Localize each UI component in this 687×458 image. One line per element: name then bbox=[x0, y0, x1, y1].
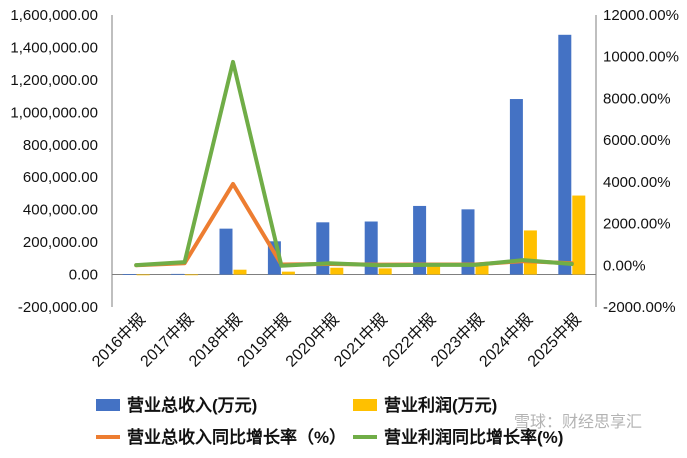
bar-revenue bbox=[364, 221, 378, 275]
left-tick-label: 0.00 bbox=[69, 267, 98, 284]
x-tick-label: 2025中报 bbox=[524, 310, 585, 371]
ticks-layer: -200,000.00 0.00 200,000.00 400,000.00 600,0… bbox=[10, 7, 679, 371]
bar-profit bbox=[233, 269, 247, 275]
legend-label: 营业利润同比增长率(%) bbox=[384, 427, 563, 447]
left-tick-label: 400,000.00 bbox=[23, 202, 98, 219]
bar-revenue bbox=[461, 209, 475, 275]
bar-profit bbox=[572, 195, 586, 275]
bar-profit bbox=[136, 274, 150, 276]
bar-profit bbox=[523, 230, 537, 275]
bar-revenue bbox=[558, 34, 572, 275]
bar-profit bbox=[330, 267, 344, 275]
right-tick-label: 4000.00% bbox=[603, 174, 671, 191]
bar-profit bbox=[185, 274, 199, 276]
left-tick-label: 1,000,000.00 bbox=[10, 104, 98, 121]
watermark-text: 雪球：财经思享汇 bbox=[514, 413, 642, 431]
bar-revenue bbox=[413, 205, 427, 275]
right-tick-label: 12000.00% bbox=[603, 7, 679, 24]
left-tick-label: 800,000.00 bbox=[23, 137, 98, 154]
right-tick-label: -2000.00% bbox=[603, 299, 676, 316]
left-tick-label: 1,400,000.00 bbox=[10, 39, 98, 56]
bar-profit bbox=[475, 264, 489, 275]
legend: 营业总收入(万元) 营业利润(万元) 营业总收入同比增长率（%） 营业利润同比增长率(… bbox=[96, 395, 563, 447]
right-tick-label: 0.00% bbox=[603, 257, 646, 274]
bar-revenue bbox=[316, 222, 330, 275]
left-tick-label: 600,000.00 bbox=[23, 169, 98, 186]
left-tick-label: 1,600,000.00 bbox=[10, 7, 98, 24]
bar-profit bbox=[427, 264, 441, 275]
legend-label: 营业总收入同比增长率（%） bbox=[127, 427, 346, 447]
bar-revenue bbox=[122, 274, 136, 275]
right-tick-label: 6000.00% bbox=[603, 132, 671, 149]
bar-profit bbox=[281, 271, 295, 275]
legend-swatch bbox=[96, 399, 120, 411]
lines-layer bbox=[134, 59, 574, 268]
left-tick-label: 1,200,000.00 bbox=[10, 72, 98, 89]
bar-revenue bbox=[171, 273, 185, 275]
bar-revenue bbox=[219, 228, 233, 275]
bars-layer bbox=[122, 34, 586, 276]
bar-profit bbox=[378, 268, 392, 275]
right-tick-label: 2000.00% bbox=[603, 216, 671, 233]
profit-growth-line bbox=[134, 59, 574, 268]
right-tick-label: 8000.00% bbox=[603, 90, 671, 107]
bar-revenue bbox=[509, 99, 523, 275]
left-tick-label: 200,000.00 bbox=[23, 234, 98, 251]
legend-label: 营业利润(万元) bbox=[384, 395, 497, 415]
right-tick-label: 10000.00% bbox=[603, 49, 679, 66]
left-tick-label: -200,000.00 bbox=[18, 299, 98, 316]
legend-swatch bbox=[353, 399, 377, 411]
legend-label: 营业总收入(万元) bbox=[127, 395, 257, 415]
